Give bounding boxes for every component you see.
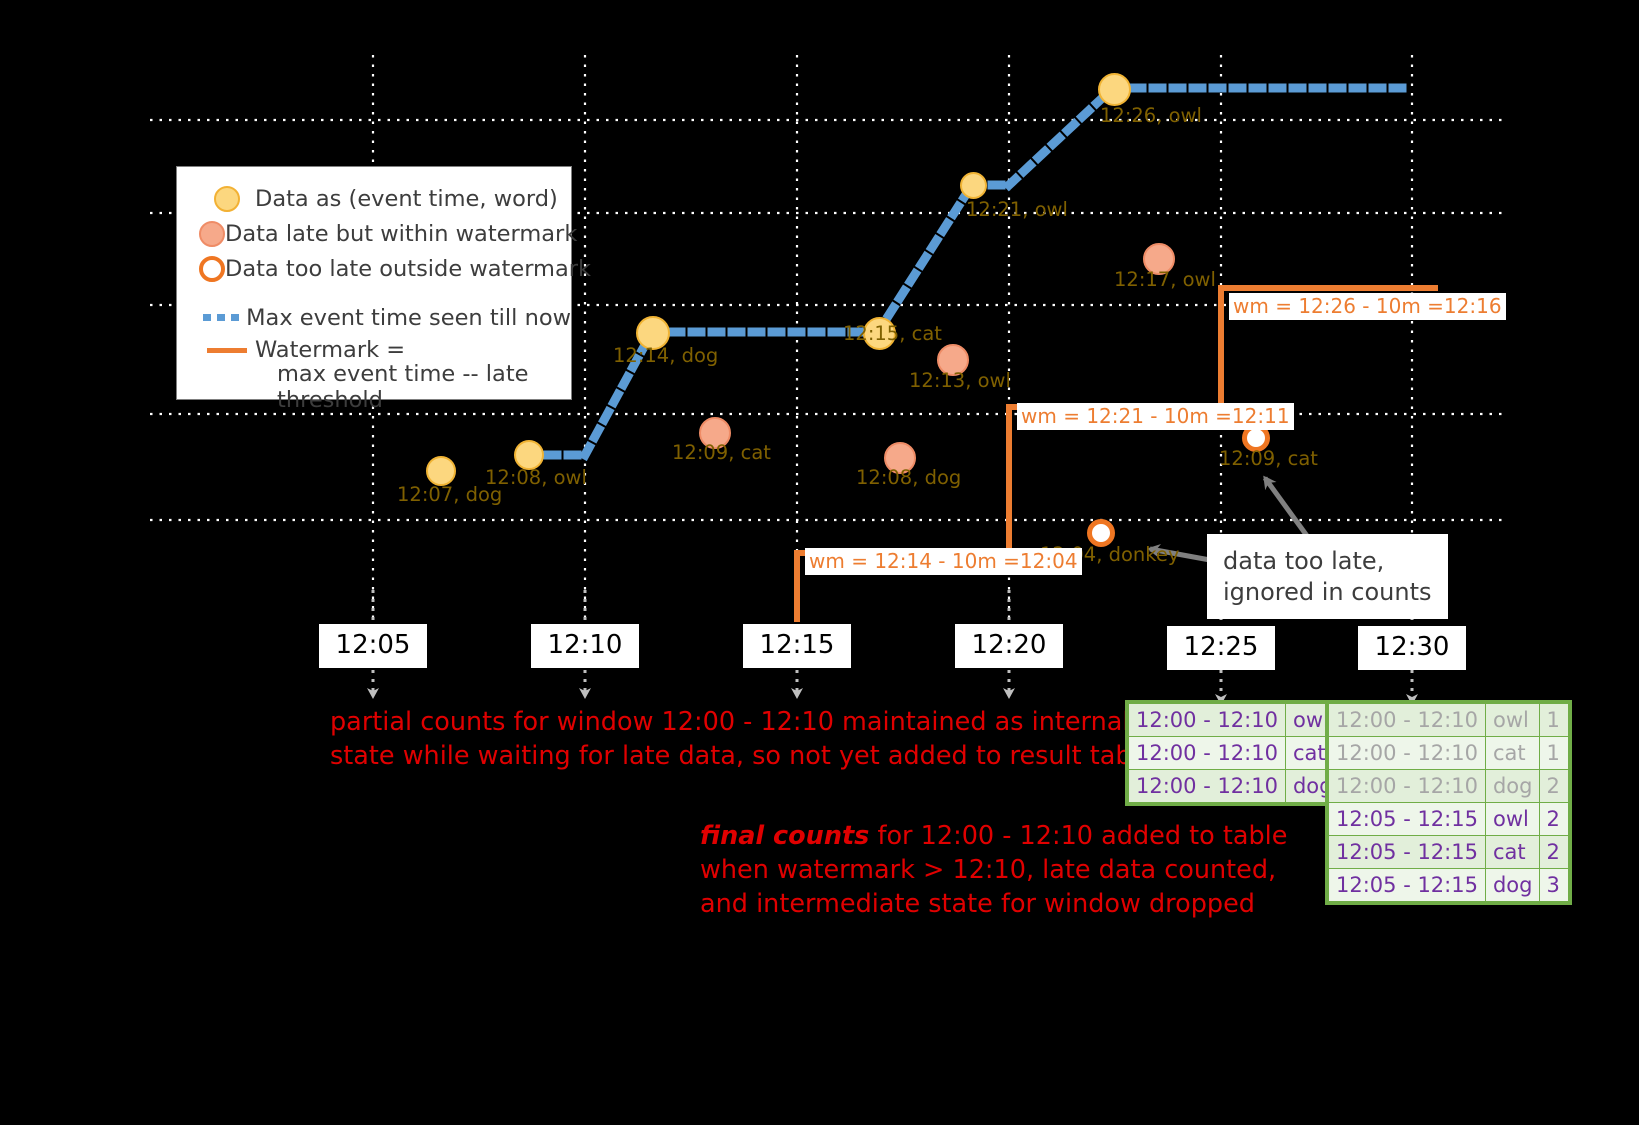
word-cell: dog — [1484, 868, 1541, 904]
tick-down-arrows — [367, 670, 1418, 705]
event-point-1207-dog — [426, 456, 456, 486]
window-cell: 12:00 - 12:10 — [1326, 701, 1486, 737]
watermark-step-line — [794, 285, 1438, 622]
callout-line1: data too late, — [1223, 547, 1385, 575]
count-cell: 2 — [1539, 769, 1571, 803]
result-table-1230-body: 12:00 - 12:10 owl 1 12:00 - 12:10 cat 1 12:00 … — [1326, 701, 1571, 904]
window-cell: 12:05 - 12:15 — [1326, 835, 1486, 869]
count-cell: 2 — [1539, 802, 1571, 836]
count-cell: 1 — [1539, 736, 1571, 770]
event-point-1209-cat — [699, 417, 731, 449]
axis-tick-1230: 12:30 — [1358, 626, 1466, 670]
salmon-dot-icon — [199, 220, 225, 247]
event-point-1217-owl — [1143, 243, 1175, 275]
table-row: 12:05 - 12:15 cat 2 — [1326, 835, 1571, 869]
note-final-emphasis: final counts — [700, 821, 870, 851]
window-cell: 12:00 - 12:10 — [1126, 701, 1286, 737]
legend-label-toolate: Data too late outside watermark — [225, 255, 592, 282]
event-point-1221-owl — [960, 172, 987, 199]
axis-tick-1210: 12:10 — [531, 624, 639, 668]
event-point-1204-donkey — [1087, 519, 1115, 547]
callout-line2: ignored in counts — [1223, 577, 1432, 606]
event-point-1208-owl — [514, 440, 544, 470]
legend-row-late: Data late but within watermark — [177, 216, 577, 251]
legend-row-maxtime: Max event time seen till now — [177, 300, 571, 335]
callout-data-too-late: data too late, ignored in counts — [1207, 534, 1448, 620]
table-row: 12:05 - 12:15 dog 3 — [1326, 868, 1571, 904]
event-label-1217-owl: 12:17, owl — [1114, 268, 1216, 291]
legend-row-toolate: Data too late outside watermark — [177, 251, 591, 286]
legend-label-late: Data late but within watermark — [225, 220, 578, 247]
event-label-1215-cat: 12:15, cat — [843, 322, 942, 345]
window-cell: 12:00 - 12:10 — [1126, 736, 1286, 770]
window-cell: 12:00 - 12:10 — [1326, 736, 1486, 770]
event-label-1209-cat-toolate: 12:09, cat — [1219, 447, 1318, 470]
legend-row-data: Data as (event time, word) — [177, 181, 571, 216]
event-label-1213-owl: 12:13, owl — [909, 369, 1011, 392]
event-point-1215-cat — [863, 317, 896, 350]
legend-watermark-sublabel: max event time -- late threshold — [277, 361, 529, 413]
event-label-1209-cat: 12:09, cat — [672, 441, 771, 464]
event-label-1208-dog: 12:08, dog — [856, 466, 962, 489]
event-point-1208-dog — [884, 442, 916, 474]
event-label-1226-owl: 12:26, owl — [1100, 104, 1202, 127]
word-cell: owl — [1484, 802, 1541, 836]
max-event-time-line — [523, 81, 1418, 462]
callout-arrows — [1147, 475, 1313, 563]
event-point-1226-owl — [1098, 73, 1131, 106]
event-point-1213-owl — [937, 344, 969, 376]
note-final-counts: final counts for 12:00 - 12:10 added to … — [700, 820, 1287, 922]
note-final-line2: when watermark > 12:10, late data counte… — [700, 854, 1277, 885]
note-final-line3: and intermediate state for window droppe… — [700, 888, 1255, 919]
count-cell: 1 — [1539, 701, 1571, 737]
word-cell: cat — [1484, 736, 1541, 770]
event-label-1221-owl: 12:21, owl — [966, 198, 1068, 221]
event-label-1207-dog: 12:07, dog — [397, 483, 503, 506]
legend-label-watermark: Watermark = — [255, 337, 406, 363]
window-cell: 12:05 - 12:15 — [1326, 868, 1486, 904]
event-label-1208-owl: 12:08, owl — [485, 466, 587, 489]
orange-solid-line-icon — [199, 347, 255, 353]
note-partial-counts: partial counts for window 12:00 - 12:10 … — [330, 706, 1155, 774]
table-row: 12:05 - 12:15 owl 2 — [1326, 802, 1571, 836]
axis-tick-1205: 12:05 — [319, 624, 427, 668]
window-cell: 12:00 - 12:10 — [1126, 769, 1286, 805]
watermark-label-1216: wm = 12:26 - 10m =12:16 — [1229, 293, 1506, 320]
legend-label-maxtime: Max event time seen till now — [246, 304, 571, 331]
note-final-line1-rest: for 12:00 - 12:10 added to table — [869, 821, 1288, 851]
watermark-label-1211: wm = 12:21 - 10m =12:11 — [1017, 403, 1294, 430]
event-point-1214-dog — [636, 316, 670, 350]
blue-dotted-line-icon — [199, 314, 246, 321]
axis-tick-1215: 12:15 — [743, 624, 851, 668]
window-cell: 12:00 - 12:10 — [1326, 769, 1486, 803]
word-cell: owl — [1484, 701, 1541, 737]
legend-label-data: Data as (event time, word) — [255, 185, 558, 212]
window-cell: 12:05 - 12:15 — [1326, 802, 1486, 836]
note-partial-line1: partial counts for window 12:00 - 12:10 … — [330, 707, 1130, 737]
word-cell: cat — [1484, 835, 1541, 869]
count-cell: 2 — [1539, 835, 1571, 869]
legend-row-watermark: Watermark = — [177, 335, 571, 365]
event-label-1214-dog: 12:14, dog — [613, 344, 719, 367]
note-partial-line2: state while waiting for late data, so no… — [330, 740, 1155, 771]
yellow-dot-icon — [199, 185, 255, 212]
result-table-at-1230: 12:00 - 12:10 owl 1 12:00 - 12:10 cat 1 12:00 … — [1325, 700, 1572, 905]
axis-tick-1220: 12:20 — [955, 624, 1063, 668]
watermark-label-1204: wm = 12:14 - 10m =12:04 — [805, 548, 1082, 575]
word-cell: dog — [1484, 769, 1541, 803]
axis-tick-1225: 12:25 — [1167, 626, 1275, 670]
hollow-orange-dot-icon — [199, 255, 225, 282]
note-final-line1: final counts for 12:00 - 12:10 added to … — [700, 820, 1287, 854]
count-cell: 3 — [1539, 868, 1571, 904]
legend: Data as (event time, word) Data late but… — [176, 166, 591, 413]
